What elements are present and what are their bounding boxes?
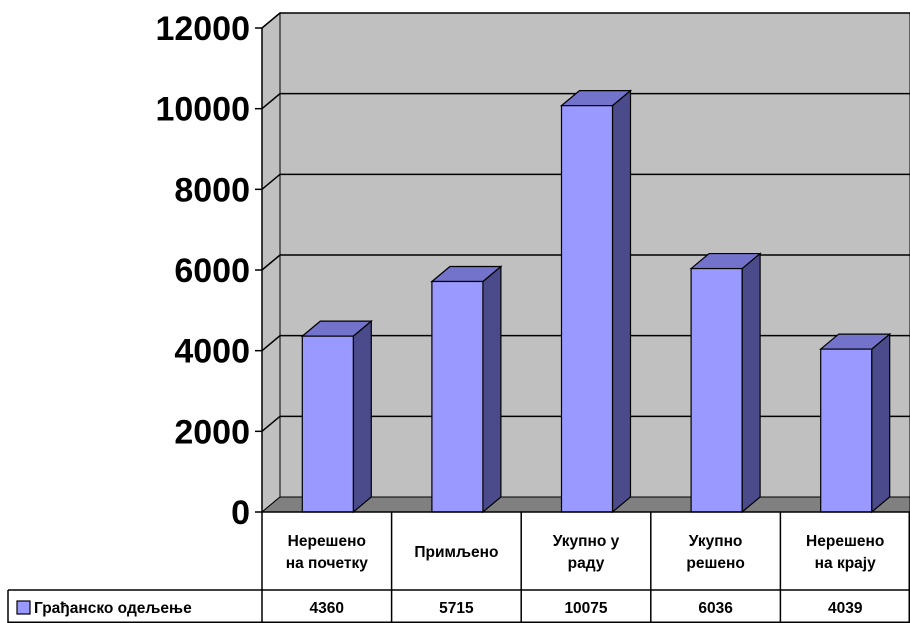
bar-front: [301, 335, 354, 513]
bar: [689, 252, 762, 514]
category-label: на крају: [815, 555, 876, 572]
y-axis: 0 2000 4000 6000 8000 10000 12000: [155, 10, 263, 532]
legend-swatch: [16, 600, 31, 615]
category-label: Нерешено: [806, 533, 884, 550]
bar: [430, 265, 503, 514]
data-label: 5715: [439, 600, 474, 617]
y-tick-label: 0: [231, 494, 250, 532]
category-label: на почетку: [286, 555, 368, 572]
category-label: раду: [568, 555, 605, 572]
y-tick-label: 2000: [174, 413, 250, 451]
category-label: Примљено: [414, 544, 498, 561]
data-label: 4039: [828, 600, 863, 617]
bar-front: [820, 348, 873, 513]
y-tick-label: 12000: [155, 10, 250, 48]
category-label: Укупно у: [553, 533, 620, 550]
bar: [559, 89, 633, 514]
bar: [819, 332, 892, 514]
legend-label: Грађанско одељење: [34, 600, 192, 617]
bar-side: [482, 265, 502, 514]
bar: [300, 319, 373, 514]
y-tick-label: 6000: [174, 252, 250, 290]
data-label: 6036: [698, 600, 733, 617]
category-label: Укупно: [689, 533, 743, 550]
bar-side: [741, 252, 761, 514]
bar-front: [690, 267, 743, 513]
bar-side: [871, 332, 891, 514]
category-label: решено: [686, 555, 744, 572]
bar-side: [352, 319, 372, 514]
gridline: [261, 12, 910, 29]
gridline: [261, 92, 910, 110]
y-tick-label: 10000: [155, 91, 250, 129]
gridlines: [261, 12, 910, 432]
gridline: [261, 173, 910, 190]
data-table: Нерешено на почетку Примљено Укупно у раду Ук…: [7, 511, 910, 623]
y-tick-label: 8000: [174, 171, 250, 209]
data-label: 4360: [310, 600, 344, 617]
bar-front: [560, 105, 614, 513]
y-tick-label: 4000: [174, 333, 250, 371]
bar-side: [611, 89, 632, 514]
category-label: Нерешено: [288, 533, 366, 550]
gridline: [261, 254, 910, 271]
bar-front: [431, 280, 484, 513]
data-label: 10075: [564, 600, 607, 617]
